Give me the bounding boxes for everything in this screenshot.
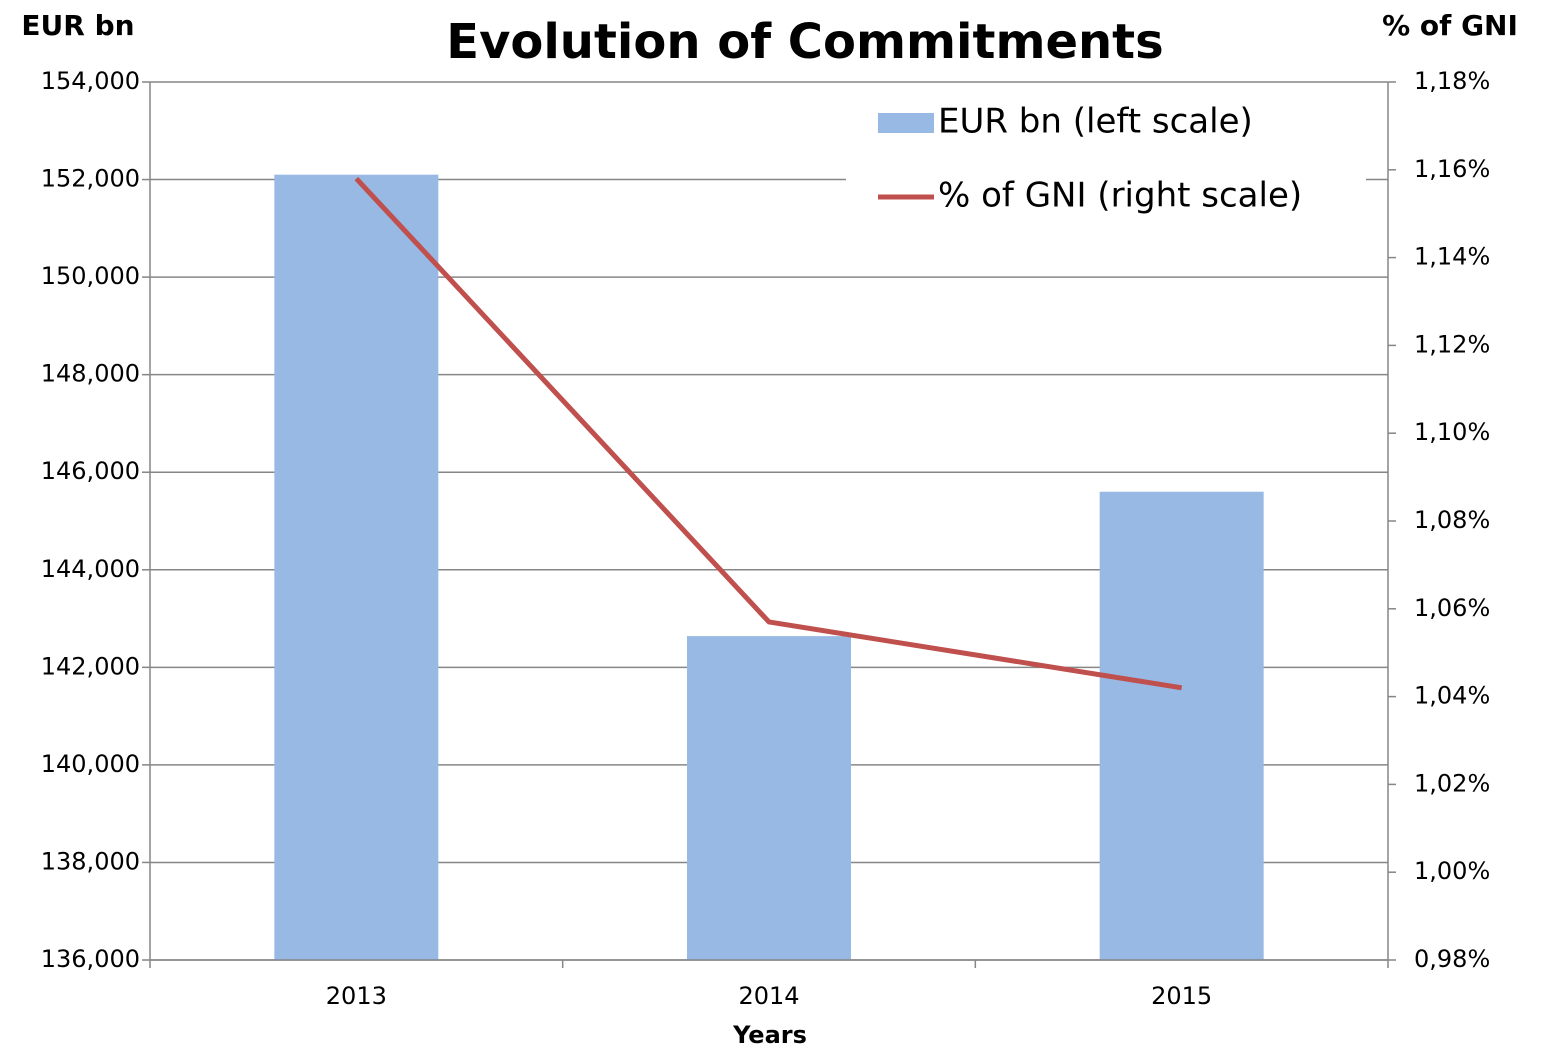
y-tick-label: 154,000 [41, 67, 140, 95]
bar [1099, 491, 1264, 960]
bar [274, 174, 439, 960]
y2-tick-label: 1,04% [1414, 682, 1490, 710]
y2-tick-label: 1,18% [1414, 67, 1490, 95]
y2-tick-label: 1,06% [1414, 594, 1490, 622]
y2-tick-label: 1,16% [1414, 155, 1490, 183]
y-tick-label: 152,000 [41, 165, 140, 193]
y2-tick-label: 1,02% [1414, 769, 1490, 797]
bar [687, 636, 851, 960]
legend-label: % of GNI (right scale) [938, 176, 1302, 216]
y-tick-label: 142,000 [41, 652, 140, 680]
y-tick-label: 144,000 [41, 555, 140, 583]
y2-tick-label: 1,00% [1414, 857, 1490, 885]
y2-tick-label: 1,14% [1414, 243, 1490, 271]
line [354, 176, 1183, 691]
y2-axis-label: % of GNI [1382, 9, 1518, 42]
y-tick-label: 146,000 [41, 457, 140, 485]
y-tick-label: 136,000 [41, 945, 140, 973]
legend-label: EUR bn (left scale) [938, 102, 1253, 142]
y-tick-label: 150,000 [41, 262, 140, 290]
y-axis-label: EUR bn [21, 9, 134, 42]
chart-title: Evolution of Commitments [446, 14, 1163, 70]
x-tick-label: 2013 [326, 982, 387, 1010]
y-tick-label: 148,000 [41, 360, 140, 388]
y-tick-label: 140,000 [41, 750, 140, 778]
y-tick-label: 138,000 [41, 847, 140, 875]
x-tick-label: 2015 [1151, 982, 1212, 1010]
y2-tick-label: 1,10% [1414, 418, 1490, 446]
y2-tick-label: 1,08% [1414, 506, 1490, 534]
y2-tick-label: 0,98% [1414, 945, 1490, 973]
legend-swatch [878, 113, 934, 133]
x-axis-label: Years [732, 1021, 807, 1049]
y2-tick-label: 1,12% [1414, 330, 1490, 358]
x-tick-label: 2014 [738, 982, 799, 1010]
